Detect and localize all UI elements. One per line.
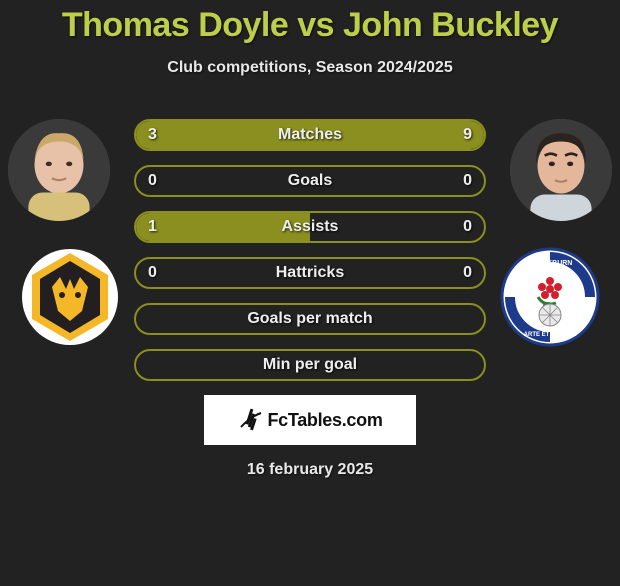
comparison-panel: BLACKBURN ARTE ET LABORE 39Matches00Goal… (0, 119, 620, 381)
blackburn-badge-icon: BLACKBURN ARTE ET LABORE (500, 247, 600, 347)
svg-text:BLACKBURN: BLACKBURN (528, 260, 573, 267)
stat-row: 10Assists (134, 211, 486, 243)
stat-bar-fill-left (136, 213, 310, 241)
stat-row: 00Goals (134, 165, 486, 197)
stat-value-left: 0 (148, 257, 157, 289)
branding-badge: FcTables.com (204, 395, 416, 445)
stat-row: Min per goal (134, 349, 486, 381)
stat-bars: 39Matches00Goals10Assists00HattricksGoal… (134, 119, 486, 381)
stat-value-right: 0 (463, 165, 472, 197)
page-title: Thomas Doyle vs John Buckley (0, 6, 620, 45)
stat-bar-track (134, 257, 486, 289)
stat-row: Goals per match (134, 303, 486, 335)
subtitle: Club competitions, Season 2024/2025 (0, 59, 620, 77)
stat-value-left: 3 (148, 119, 157, 151)
player-right-avatar-svg (510, 119, 612, 221)
player-left-club-badge (20, 247, 120, 347)
player-right-avatar (510, 119, 612, 221)
title-vs: vs (297, 6, 334, 44)
stat-bar-fill-right (223, 121, 484, 149)
stat-value-left: 0 (148, 165, 157, 197)
title-player2: John Buckley (343, 6, 558, 44)
stat-row: 39Matches (134, 119, 486, 151)
player-left-avatar (8, 119, 110, 221)
stat-value-right: 9 (463, 119, 472, 151)
stat-value-left: 1 (148, 211, 157, 243)
player-right-club-badge: BLACKBURN ARTE ET LABORE (500, 247, 600, 347)
stat-value-right: 0 (463, 211, 472, 243)
date-label: 16 february 2025 (0, 461, 620, 479)
stat-bar-track (134, 211, 486, 243)
stat-bar-track (134, 119, 486, 151)
fctables-logo-icon (237, 407, 263, 433)
wolves-badge-icon (20, 247, 120, 347)
stat-bar-track (134, 349, 486, 381)
title-player1: Thomas Doyle (62, 6, 288, 44)
stat-row: 00Hattricks (134, 257, 486, 289)
stat-bar-track (134, 303, 486, 335)
stat-bar-track (134, 165, 486, 197)
branding-text: FcTables.com (267, 410, 382, 431)
player-left-avatar-svg (8, 119, 110, 221)
svg-text:ARTE ET LABORE: ARTE ET LABORE (524, 332, 577, 338)
stat-value-right: 0 (463, 257, 472, 289)
